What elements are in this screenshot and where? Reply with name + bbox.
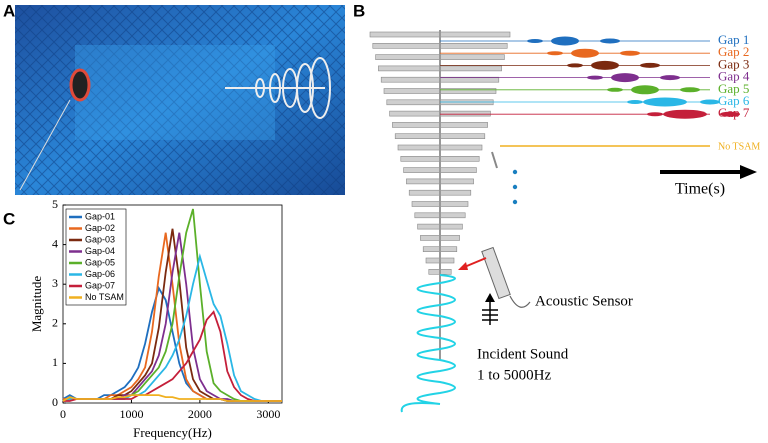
legend-label: Gap-06 [85,269,115,279]
x-axis-label: Frequency(Hz) [133,425,212,440]
sound-arrow-head [485,293,495,302]
waveform-burst [643,97,687,107]
waveform-burst [680,87,700,93]
y-tick-label: 0 [52,395,58,409]
waveform-burst [600,38,620,44]
y-tick-label: 5 [52,197,58,211]
x-tick-label: 1000 [119,407,143,421]
time-label: Time(s) [675,181,725,198]
sensor-icon [491,151,498,169]
gap-label: Gap 6 [718,93,750,108]
gap-label: Gap 7 [718,105,750,120]
waveform-burst [611,73,639,83]
baseline-label: No TSAM [718,141,760,152]
y-axis-label: Magnitude [29,276,44,333]
photo [15,5,345,195]
acoustic-sensor [481,246,511,300]
panel-label: C [3,209,15,228]
y-tick-label: 4 [52,236,58,250]
legend-label: Gap-03 [85,234,115,244]
legend-label: Gap-04 [85,246,115,256]
waveform-burst [571,48,599,58]
gap-label: Gap 2 [718,44,749,59]
gap-label: Gap 5 [718,81,749,96]
waveform-burst [591,60,619,70]
panel-label: A [3,1,15,20]
time-arrow-head [740,165,757,179]
waveform-burst [663,109,707,119]
ellipsis-dot [512,169,518,175]
legend-box [65,208,127,306]
chart: 0 1 2 3 4 5 0 1000 2000 3000 Frequency(Hz) Magnitud… [29,197,283,440]
waveform-burst [640,62,660,68]
incident-wave [400,274,456,413]
waveform-burst [660,75,680,81]
x-tick-label: 0 [60,407,66,421]
waveform-burst [567,63,583,68]
legend-label: No TSAM [85,292,124,302]
waveform-burst [627,100,643,104]
y-tick-label: 1 [52,355,58,369]
legend-label: Gap-07 [85,280,115,290]
gap-label: Gap 1 [718,32,749,47]
legend-label: Gap-02 [85,223,115,233]
waveform-burst [631,85,659,95]
waveform-burst [647,112,663,117]
panel-label: B [353,1,365,20]
incident-label: 1 to 5000Hz [477,367,552,383]
sensor-cable [509,295,531,308]
sensor-label: Acoustic Sensor [535,293,633,309]
x-tick-label: 3000 [256,407,280,421]
waveform-burst [620,50,640,56]
x-tick-label: 2000 [188,407,212,421]
incident-label: Incident Sound [477,346,569,362]
waveform-burst [527,39,543,43]
y-tick-label: 2 [52,316,58,330]
series-line [62,394,282,402]
waveform-burst [587,75,603,80]
waveform-burst [547,51,563,56]
ellipsis-dot [512,184,518,190]
waveform-burst [607,87,623,92]
gap-label: Gap 4 [718,69,750,84]
y-tick-label: 3 [52,276,58,290]
gap-label: Gap 3 [718,56,749,71]
legend-label: Gap-01 [85,211,115,221]
pointer-head [458,262,468,270]
legend-label: Gap-05 [85,257,115,267]
waveform-burst [700,99,720,105]
waveform-burst [551,36,579,46]
waveform-burst [720,111,740,117]
ellipsis-dot [512,199,518,205]
